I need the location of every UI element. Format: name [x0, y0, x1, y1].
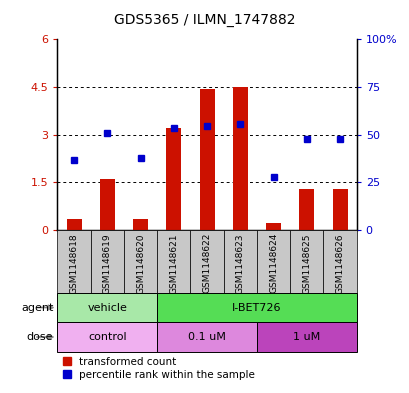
Bar: [66, 219, 81, 230]
Bar: [190, 230, 223, 293]
Bar: [57, 293, 157, 322]
Bar: [256, 322, 356, 352]
Bar: [57, 322, 157, 352]
Text: GSM1148619: GSM1148619: [103, 233, 112, 294]
Bar: [90, 230, 124, 293]
Bar: [199, 88, 214, 230]
Text: 1 uM: 1 uM: [292, 332, 320, 342]
Bar: [332, 189, 347, 230]
Bar: [265, 223, 280, 230]
Text: vehicle: vehicle: [87, 303, 127, 312]
Text: GSM1148622: GSM1148622: [202, 233, 211, 294]
Text: GSM1148625: GSM1148625: [301, 233, 310, 294]
Text: 0.1 uM: 0.1 uM: [188, 332, 225, 342]
Text: GSM1148621: GSM1148621: [169, 233, 178, 294]
Bar: [99, 179, 115, 230]
Text: dose: dose: [27, 332, 53, 342]
Legend: transformed count, percentile rank within the sample: transformed count, percentile rank withi…: [63, 357, 254, 380]
Bar: [133, 219, 148, 230]
Bar: [299, 189, 314, 230]
Text: GSM1148623: GSM1148623: [235, 233, 244, 294]
Bar: [166, 128, 181, 230]
Bar: [290, 230, 323, 293]
Bar: [223, 230, 256, 293]
Bar: [157, 230, 190, 293]
Text: GSM1148626: GSM1148626: [335, 233, 344, 294]
Text: GDS5365 / ILMN_1747882: GDS5365 / ILMN_1747882: [114, 13, 295, 27]
Bar: [323, 230, 356, 293]
Text: GSM1148624: GSM1148624: [268, 233, 277, 294]
Bar: [124, 230, 157, 293]
Text: agent: agent: [21, 303, 53, 312]
Bar: [232, 87, 247, 230]
Text: I-BET726: I-BET726: [231, 303, 281, 312]
Text: control: control: [88, 332, 126, 342]
Text: GSM1148618: GSM1148618: [70, 233, 79, 294]
Bar: [57, 230, 90, 293]
Bar: [157, 293, 356, 322]
Bar: [256, 230, 290, 293]
Bar: [157, 322, 256, 352]
Text: GSM1148620: GSM1148620: [136, 233, 145, 294]
